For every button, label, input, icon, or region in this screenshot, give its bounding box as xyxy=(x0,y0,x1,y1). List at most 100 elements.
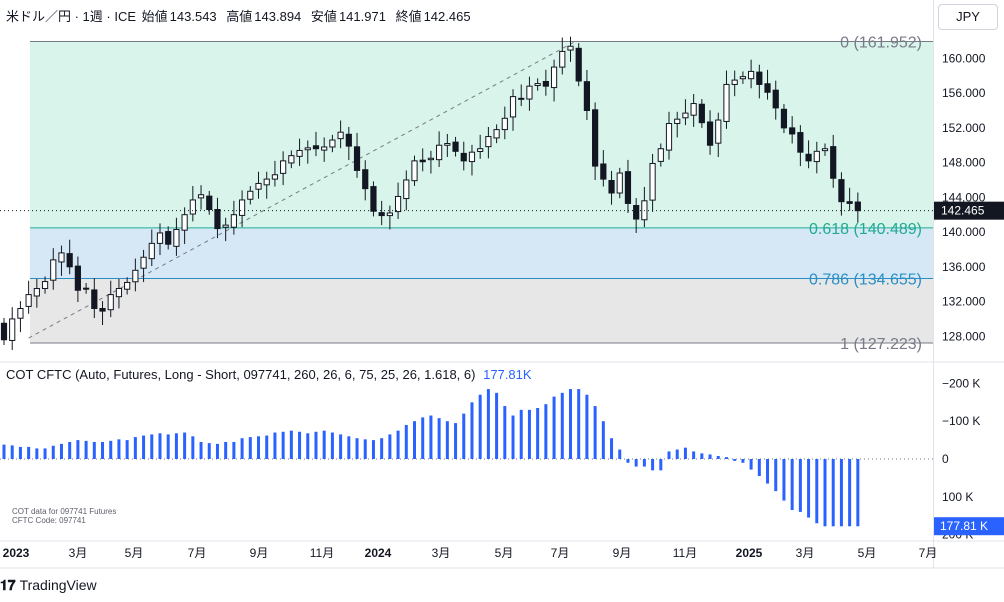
candle xyxy=(181,214,188,231)
cot-bar xyxy=(68,441,72,459)
cot-bar xyxy=(749,459,753,470)
symbol-name[interactable]: 米ドル／円 · 1週 · ICE xyxy=(6,9,137,24)
cot-bar xyxy=(683,447,687,459)
candle xyxy=(83,287,90,290)
candle xyxy=(509,96,517,118)
cot-bar xyxy=(782,459,786,501)
cot-bar xyxy=(560,392,564,459)
price-tick: 144.000 xyxy=(942,190,986,204)
cot-bar xyxy=(355,438,359,459)
cot-bar xyxy=(626,459,630,463)
cot-value-tag-text: 177.81 K xyxy=(940,519,988,533)
cot-bar xyxy=(454,423,458,459)
cot-bar xyxy=(478,394,482,459)
high-value: 143.894 xyxy=(254,9,302,24)
candle xyxy=(452,141,459,152)
close-label: 終値 xyxy=(395,9,422,24)
cot-bar xyxy=(831,459,835,527)
cot-bar xyxy=(207,443,211,459)
candle xyxy=(9,318,16,341)
cot-bar xyxy=(380,438,384,459)
candle xyxy=(706,121,714,146)
candle xyxy=(115,288,123,298)
cot-bar xyxy=(790,459,794,511)
cot-axis-tick: −100 K xyxy=(942,414,980,428)
cot-bar xyxy=(495,392,499,459)
candle xyxy=(247,190,254,200)
cot-bar xyxy=(84,440,88,459)
time-axis-label: 7月 xyxy=(188,546,207,560)
price-tick: 132.000 xyxy=(942,295,986,309)
fib-label-0: 0 (161.952) xyxy=(840,34,922,51)
cot-bar xyxy=(396,430,400,459)
cot-bar xyxy=(536,407,540,459)
candle xyxy=(830,146,837,179)
cot-bar xyxy=(601,421,605,459)
candle xyxy=(854,201,861,212)
candle xyxy=(633,205,640,220)
cot-bar xyxy=(109,440,113,459)
cot-bar xyxy=(421,417,425,459)
time-axis-label: 3月 xyxy=(69,546,88,560)
cot-bar xyxy=(363,439,367,459)
candle xyxy=(419,159,426,163)
cot-bar xyxy=(10,445,14,459)
time-axis-label: 3月 xyxy=(432,546,451,560)
cot-bar xyxy=(610,438,614,459)
cot-indicator-header[interactable]: COT CFTC (Auto, Futures, Long - Short, 0… xyxy=(6,367,532,382)
candle xyxy=(567,45,574,51)
candle xyxy=(156,232,164,244)
tradingview-logo[interactable]: 𝟏𝟕 TradingView xyxy=(0,577,97,594)
fib-zone-0786-1 xyxy=(30,278,933,344)
candle xyxy=(723,83,730,122)
cot-bar xyxy=(618,449,622,459)
cot-bar xyxy=(92,441,96,459)
candle xyxy=(370,186,377,212)
cot-bar xyxy=(314,431,318,459)
cot-bar xyxy=(807,459,811,518)
cot-bar xyxy=(585,394,589,459)
cot-bar xyxy=(659,459,663,471)
cot-bar xyxy=(413,421,416,459)
time-axis-label: 2024 xyxy=(365,546,392,560)
candle xyxy=(608,179,615,194)
candle xyxy=(518,97,525,100)
low-value: 141.971 xyxy=(338,9,386,24)
candle xyxy=(41,281,49,290)
candle xyxy=(780,108,788,129)
cot-bar xyxy=(593,406,597,459)
fib-zone-0-0618 xyxy=(30,41,933,228)
candles-group xyxy=(0,36,861,351)
time-axis-label: 11月 xyxy=(310,546,334,560)
candle xyxy=(206,195,213,210)
cot-bar xyxy=(18,446,22,459)
cot-bar xyxy=(133,437,137,459)
currency-button[interactable]: JPY xyxy=(938,4,998,30)
low-label: 安値 xyxy=(310,9,337,24)
candle xyxy=(427,157,435,161)
candle xyxy=(846,201,853,204)
candle xyxy=(838,179,845,203)
cot-bar xyxy=(757,459,761,477)
cot-bar xyxy=(839,459,843,527)
cot-bar xyxy=(150,434,154,459)
candle xyxy=(33,288,40,297)
cot-bar xyxy=(27,446,31,459)
time-axis-label: 2023 xyxy=(3,546,30,560)
candle xyxy=(764,83,771,93)
cot-bar xyxy=(733,459,737,461)
candle xyxy=(715,119,722,144)
candle xyxy=(485,136,492,148)
candle xyxy=(665,123,673,151)
candle xyxy=(797,132,804,153)
candle xyxy=(362,169,369,190)
cot-bar xyxy=(142,435,146,459)
cot-bar xyxy=(675,449,679,459)
cot-bar xyxy=(724,457,728,459)
branding-text: TradingView xyxy=(19,577,97,593)
cot-bar xyxy=(51,445,55,459)
candle xyxy=(345,133,352,147)
cot-bar xyxy=(716,455,720,459)
